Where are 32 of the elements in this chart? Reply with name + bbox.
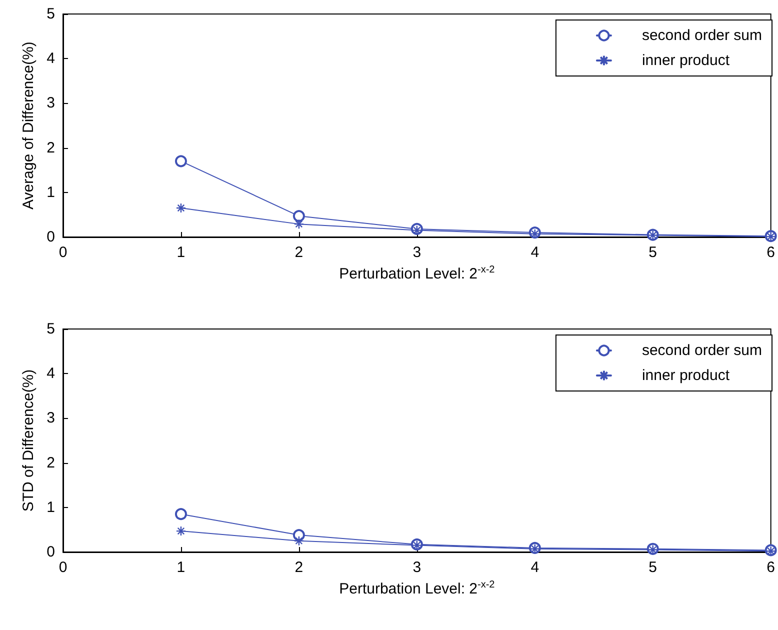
y-tick-label: 4 <box>46 365 55 382</box>
y-tick-label: 2 <box>46 139 55 156</box>
y-tick-label: 3 <box>46 94 55 112</box>
x-tick-label: 0 <box>58 559 68 576</box>
y-tick-label: 4 <box>46 50 55 68</box>
legend-label: inner product <box>642 52 730 69</box>
legend-label: second order sum <box>642 342 762 359</box>
x-tick-label: 3 <box>412 559 422 576</box>
x-tick-label: 5 <box>648 244 658 261</box>
x-tick-label: 4 <box>530 559 540 576</box>
y-tick-label: 5 <box>46 6 55 22</box>
x-tick-label: 6 <box>766 559 775 576</box>
x-tick-label: 2 <box>294 244 304 261</box>
x-tick-label: 5 <box>648 559 658 576</box>
x-tick-label: 0 <box>58 244 68 261</box>
y-tick-label: 1 <box>46 184 55 201</box>
y-tick-label: 0 <box>46 228 55 246</box>
y-tick-label: 5 <box>46 320 55 338</box>
legend-label: second order sum <box>642 27 762 44</box>
y-tick-label: 2 <box>46 454 55 472</box>
x-tick-label: 3 <box>412 244 422 261</box>
y-tick-label: 1 <box>46 498 55 516</box>
x-tick-label: 6 <box>766 244 775 261</box>
x-tick-label: 1 <box>176 559 186 576</box>
y-axis-title: STD of Difference(%) <box>20 369 37 512</box>
x-tick-label: 4 <box>530 244 540 261</box>
y-tick-label: 0 <box>46 544 55 560</box>
x-tick-label: 2 <box>294 559 304 576</box>
y-axis-title: Average of Difference(%) <box>20 42 37 210</box>
legend-label: inner product <box>642 367 730 384</box>
x-tick-label: 1 <box>176 244 186 261</box>
y-tick-label: 3 <box>46 410 55 427</box>
